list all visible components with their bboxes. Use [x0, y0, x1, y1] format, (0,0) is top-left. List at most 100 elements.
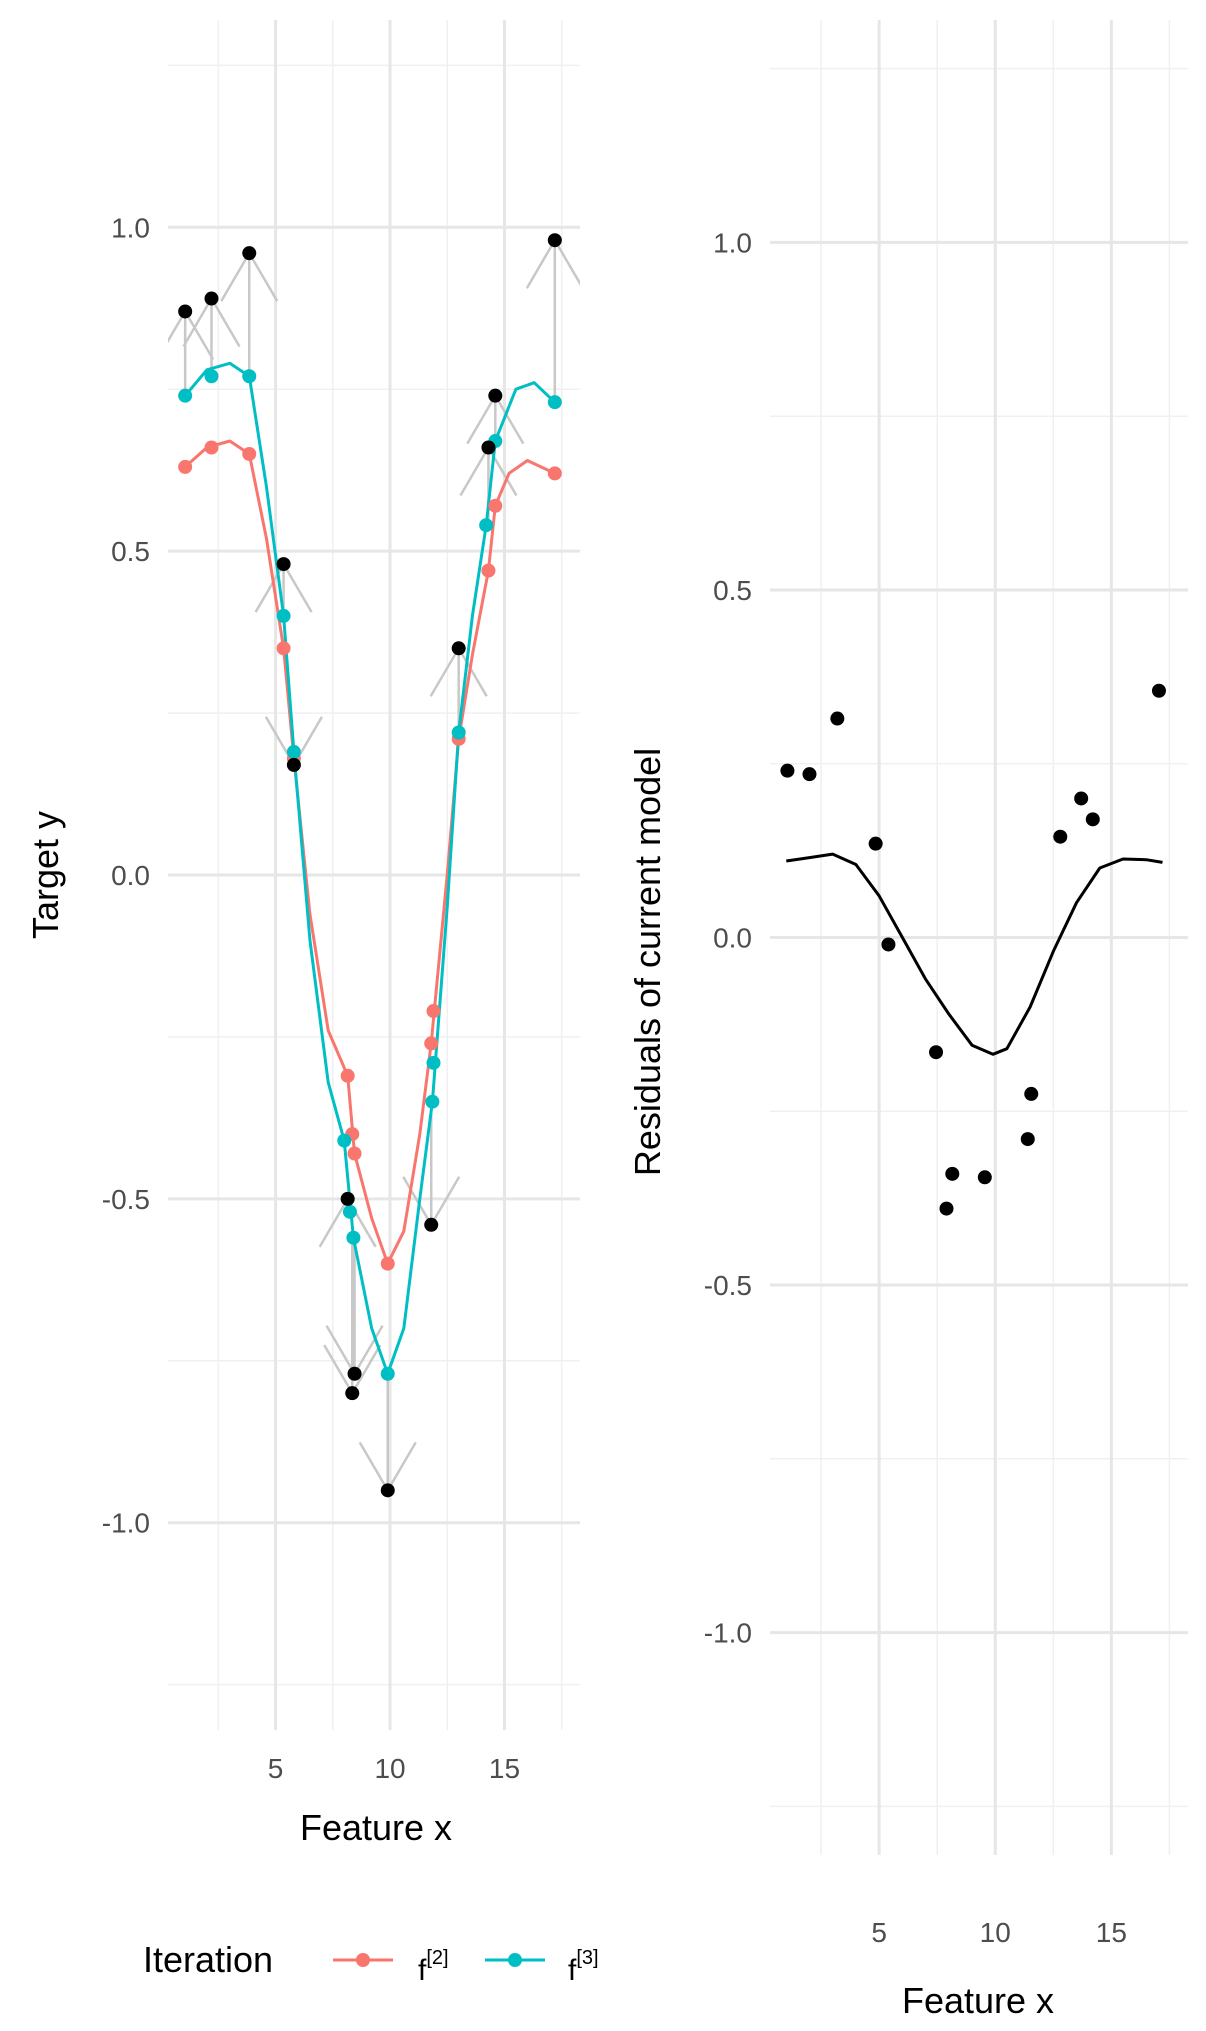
observed-point [488, 388, 503, 403]
legend-key-f2-point [356, 1953, 370, 1967]
observed-point [345, 1386, 360, 1401]
left-y-axis-title: Target y [25, 811, 66, 939]
legend-label-f2-base: f [418, 1954, 427, 1987]
observed-point [178, 304, 193, 319]
observed-point [340, 1191, 355, 1206]
left-y-tick-label: -0.5 [102, 1184, 150, 1215]
observed-point [286, 757, 301, 772]
legend-label-f3-base: f [568, 1954, 577, 1987]
left-x-tick-label: 5 [268, 1753, 284, 1784]
series-point-f3 [204, 369, 219, 384]
right-y-tick-label: -0.5 [704, 1270, 752, 1301]
legend-label-f3: f[3] [568, 1947, 599, 1987]
left-y-tick-label: 0.0 [111, 860, 150, 891]
residual-point [780, 763, 795, 778]
left-x-tick-label: 10 [374, 1753, 405, 1784]
series-line-f3 [184, 361, 556, 1376]
series-point-f2 [347, 1146, 362, 1161]
series-point-f3 [425, 1094, 440, 1109]
series-point-f2 [242, 446, 257, 461]
series-point-f2 [547, 466, 562, 481]
legend-key-f3-point [508, 1953, 522, 1967]
right-points [780, 683, 1166, 1216]
legend-label-f2: f[2] [418, 1947, 449, 1987]
left-y-tick-label: 0.5 [111, 536, 150, 567]
residual-point [1020, 1132, 1035, 1147]
legend-title: Iteration [143, 1939, 273, 1980]
series-line-f2 [184, 439, 556, 1266]
right-y-tick-label: 0.5 [713, 575, 752, 606]
right-y-axis-title: Residuals of current model [627, 748, 668, 1176]
residual-point [1024, 1086, 1039, 1101]
observed-point [347, 1366, 362, 1381]
series-point-f3 [479, 518, 494, 533]
series-point-f2 [340, 1068, 355, 1083]
residual-point [1151, 683, 1166, 698]
left-y-tick-label: 1.0 [111, 212, 150, 243]
legend-key-f3 [485, 1953, 545, 1967]
right-x-tick-label: 10 [980, 1917, 1011, 1948]
series-point-f3 [242, 369, 257, 384]
residual-point [939, 1201, 954, 1216]
series-point-f2 [204, 440, 219, 455]
residual-point [929, 1045, 944, 1060]
right-y-tick-label: 0.0 [713, 923, 752, 954]
series-point-f2 [488, 498, 503, 513]
observed-point [242, 246, 257, 261]
right-x-tick-labels: 5 10 15 [871, 1917, 1127, 1948]
right-x-axis-title: Feature x [902, 1980, 1054, 2021]
observed-point [276, 557, 291, 572]
series-point-f2 [426, 1004, 441, 1019]
series-point-f3 [286, 744, 301, 759]
left-y-tick-label: -1.0 [102, 1508, 150, 1539]
observed-point [204, 291, 219, 306]
residual-point [1053, 829, 1068, 844]
series-point-f2 [380, 1256, 395, 1271]
series-point-f3 [337, 1133, 352, 1148]
right-gridlines [770, 20, 1188, 1855]
residual-point [1074, 791, 1089, 806]
residual-point [1085, 812, 1100, 827]
series-point-f3 [342, 1204, 357, 1219]
series-point-f3 [276, 608, 291, 623]
series-point-f3 [346, 1230, 361, 1245]
residual-point [881, 937, 896, 952]
right-y-tick-label: 1.0 [713, 227, 752, 258]
left-y-tick-labels: 1.0 0.5 0.0 -0.5 -1.0 [102, 212, 150, 1538]
left-points [178, 233, 562, 1498]
observed-point [547, 233, 562, 248]
residual-point [802, 767, 817, 782]
residual-point [945, 1166, 960, 1181]
legend-key-f2 [333, 1953, 393, 1967]
observed-point [451, 641, 466, 656]
observed-point [424, 1217, 439, 1232]
left-gridlines [168, 20, 580, 1730]
series-point-f3 [451, 725, 466, 740]
observed-point [481, 440, 496, 455]
observed-point [380, 1483, 395, 1498]
legend-label-f3-sup: [3] [576, 1947, 598, 1969]
right-x-tick-label: 5 [871, 1917, 887, 1948]
series-point-f2 [481, 563, 496, 578]
residual-point [977, 1170, 992, 1185]
right-panel: 1.0 0.5 0.0 -0.5 -1.0 5 10 15 Feature x Residu… [627, 20, 1188, 2021]
series-point-f3 [426, 1055, 441, 1070]
left-x-tick-label: 15 [489, 1753, 520, 1784]
residual-point [830, 711, 845, 726]
right-x-tick-label: 15 [1096, 1917, 1127, 1948]
residual-point [868, 836, 883, 851]
series-point-f3 [178, 388, 193, 403]
series-point-f2 [178, 459, 193, 474]
right-y-tick-labels: 1.0 0.5 0.0 -0.5 -1.0 [704, 227, 752, 1648]
series-point-f2 [276, 641, 291, 656]
legend-label-f2-sup: [2] [426, 1947, 448, 1969]
legend: Iteration f[2] f[3] [143, 1939, 599, 1987]
series-point-f2 [424, 1036, 439, 1051]
left-x-tick-labels: 5 10 15 [268, 1753, 520, 1784]
left-x-axis-title: Feature x [300, 1807, 452, 1848]
left-panel: 1.0 0.5 0.0 -0.5 -1.0 5 10 15 Feature x Target… [25, 20, 580, 1848]
left-curves [184, 361, 556, 1376]
residual-fit-line [786, 852, 1163, 1056]
right-y-tick-label: -1.0 [704, 1618, 752, 1649]
